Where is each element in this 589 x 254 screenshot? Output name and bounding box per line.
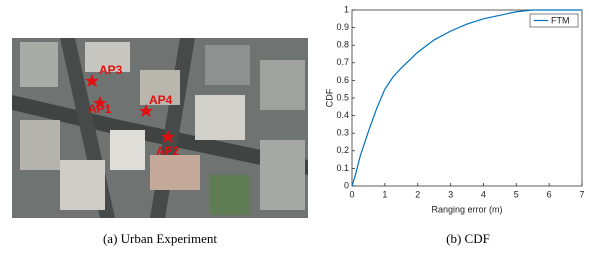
x-tick-label: 6 [547,189,552,199]
x-axis-label: Ranging error (m) [431,204,502,214]
x-tick-label: 0 [349,189,354,199]
plot-area [352,10,582,186]
x-tick-label: 7 [579,189,584,199]
aerial-photo: AP3 AP1 AP4 AP2 [12,38,308,218]
x-tick-label: 3 [448,189,453,199]
y-tick-label: 0.3 [336,128,349,138]
x-tick-label: 5 [514,189,519,199]
ap-label: AP3 [99,63,123,77]
caption: (a) Urban Experiment [103,231,217,246]
ap-label: AP4 [149,93,173,107]
figure: AP3 AP1 AP4 AP2 (a) Urban Experiment (b)… [0,0,589,254]
x-tick-label: 2 [415,189,420,199]
y-tick-label: 0.4 [336,110,349,120]
building [260,140,305,210]
building [205,45,250,85]
building [210,175,250,215]
building [195,95,245,140]
y-tick-label: 0.2 [336,145,349,155]
x-tick-label: 4 [481,189,486,199]
y-tick-label: 0.8 [336,40,349,50]
y-tick-label: 1 [344,4,349,14]
building [150,155,200,190]
x-tick-label: 1 [382,189,387,199]
y-axis-label: CDF [324,88,334,107]
building [20,42,58,87]
y-tick-label: 0.6 [336,75,349,85]
y-tick-label: 0.7 [336,57,349,67]
y-tick-label: 0.9 [336,22,349,32]
building [110,130,145,170]
caption: (b) CDF [446,231,490,246]
ap-label: AP1 [88,102,112,116]
cdf-chart: 0 1 2 3 4 5 6 7 0 0.1 0.2 0.3 0.4 0.5 0.6 0.7 0.8 0.9 1 Ran… [324,4,584,214]
y-tick-label: 0.5 [336,92,349,102]
building [260,60,305,110]
ap-label: AP2 [156,144,180,158]
y-tick-label: 0 [344,180,349,190]
legend-label: FTM [551,15,570,25]
building [60,160,105,210]
building [20,120,60,170]
y-tick-label: 0.1 [336,163,349,173]
